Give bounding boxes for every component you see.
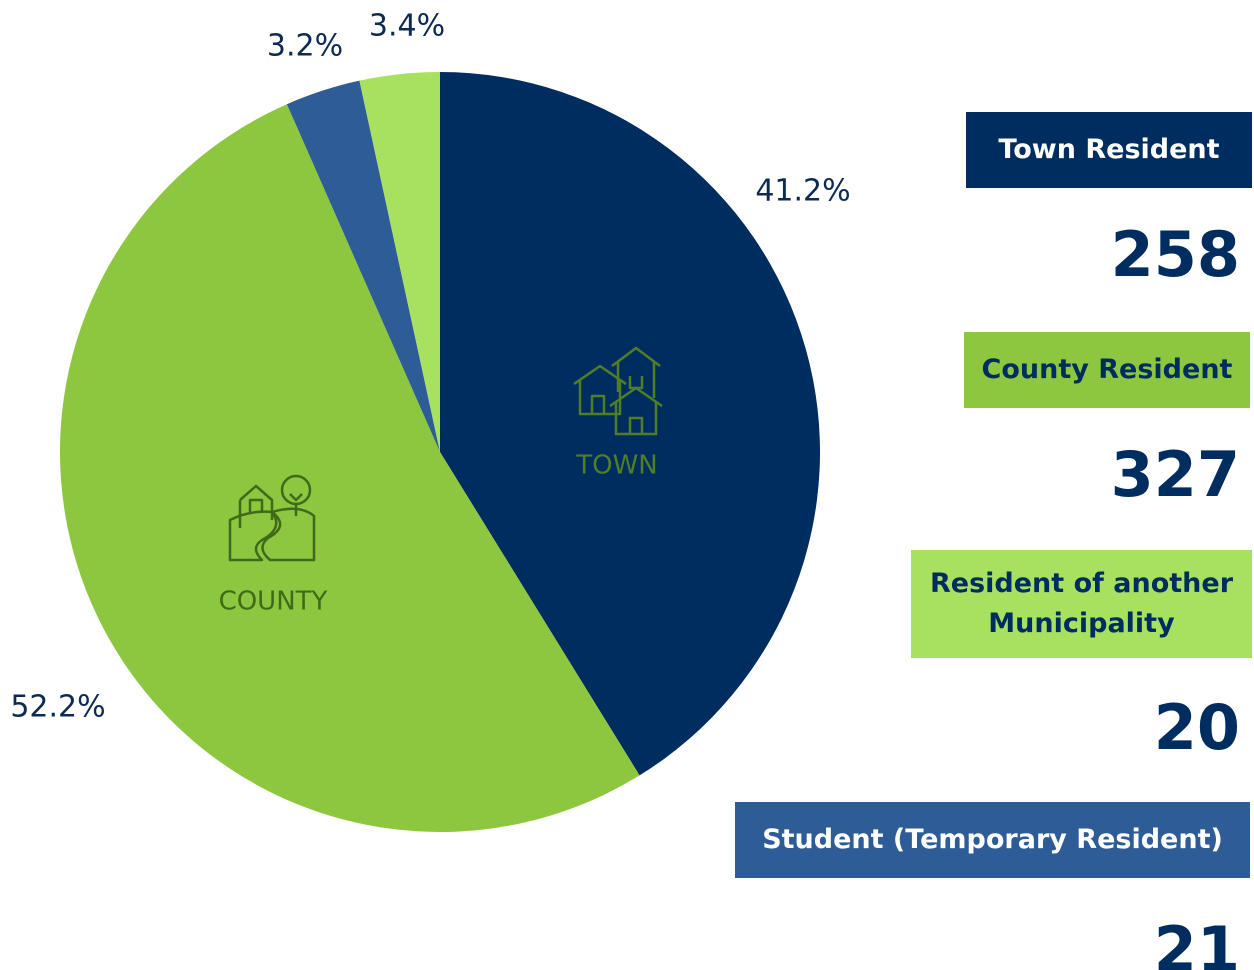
legend-count: 20 (1153, 691, 1240, 764)
legend-label: County Resident (964, 332, 1250, 408)
legend-count: 21 (1153, 913, 1240, 970)
county-icon (228, 474, 316, 562)
town-label: TOWN (575, 451, 658, 481)
legend-label: Student (Temporary Resident) (735, 802, 1250, 878)
slice-label: 52.2% (10, 690, 105, 725)
slice-label: 41.2% (755, 174, 850, 209)
pie-slice (60, 104, 640, 832)
legend-label: Resident of another Municipality (911, 550, 1252, 658)
chart: TOWN COUNTY 41.2% 52.2% 3.2% 3.4% (10, 9, 851, 832)
county-label: COUNTY (219, 587, 328, 617)
legend-label: Town Resident (966, 112, 1252, 188)
slices (60, 72, 821, 832)
pie-slice (359, 72, 440, 452)
town-icon (573, 346, 663, 436)
legend-count: 258 (1110, 218, 1240, 291)
legend-count: 327 (1110, 438, 1240, 511)
slice-label: 3.2% (267, 29, 343, 64)
pie-slice (286, 80, 440, 452)
slice-label: 3.4% (369, 9, 445, 44)
